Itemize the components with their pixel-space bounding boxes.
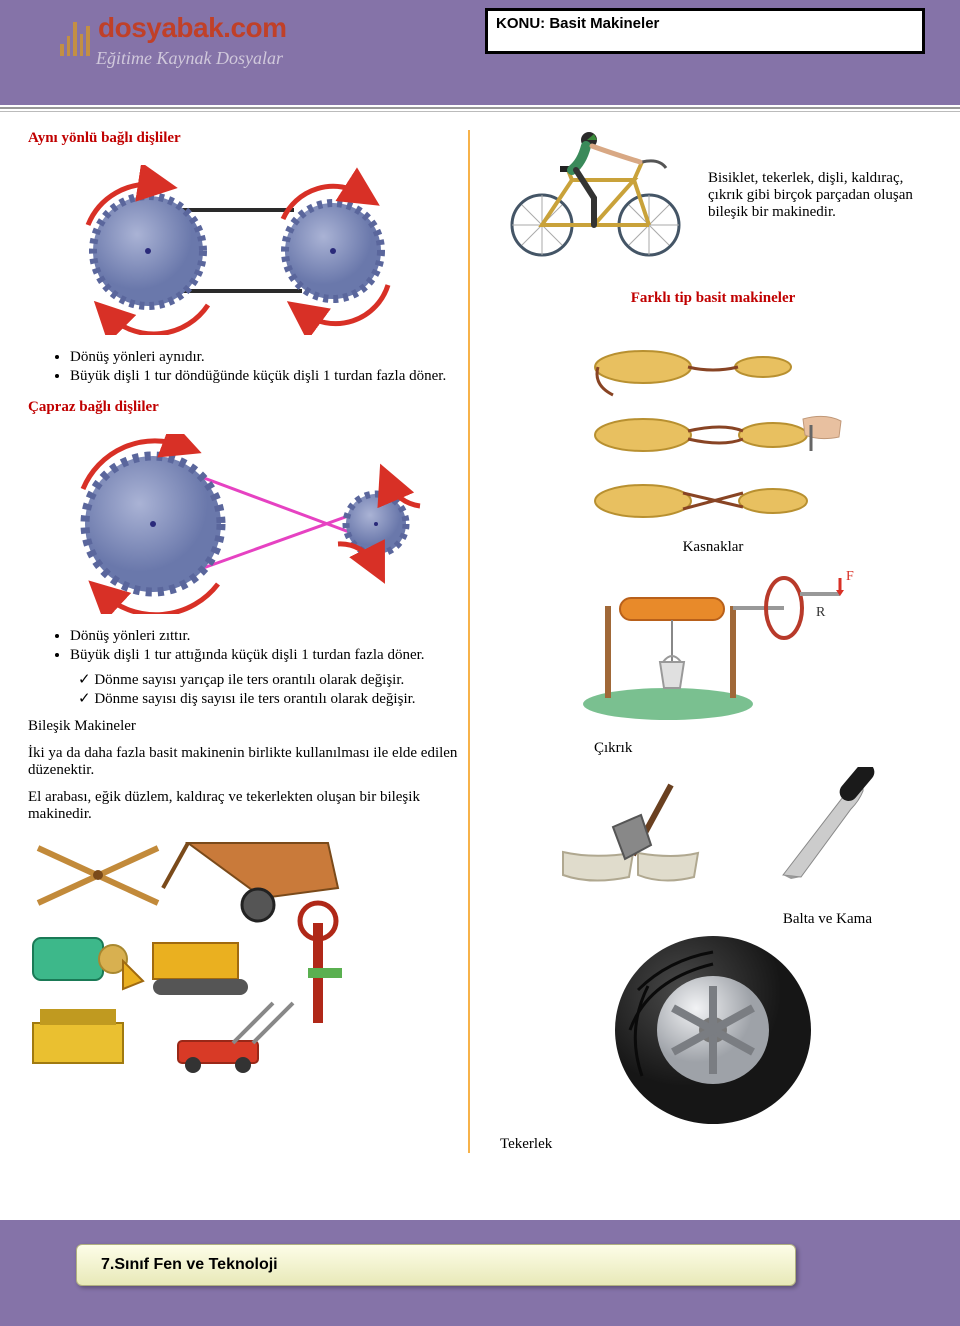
paragraph-bicycle: Bisiklet, tekerlek, dişli, kaldıraç, çık…: [708, 170, 932, 221]
list-item: Dönüş yönleri zıttır.: [70, 628, 468, 645]
left-column: Aynı yönlü bağlı dişliler: [28, 130, 468, 1153]
heading-same-direction-gears: Aynı yönlü bağlı dişliler: [28, 130, 468, 147]
header-rule-1: [0, 107, 960, 109]
content-area: Aynı yönlü bağlı dişliler: [0, 112, 960, 1153]
list-item: Büyük dişli 1 tur döndüğünde küçük dişli…: [70, 368, 468, 385]
brand-tagline: Eğitime Kaynak Dosyalar: [96, 48, 283, 69]
caption-winch: Çıkrık: [494, 740, 932, 757]
figure-bicycle: [494, 130, 694, 260]
checklist: Dönme sayısı yarıçap ile ters orantılı o…: [28, 670, 468, 708]
heading-compound-machines: Bileşik Makineler: [28, 718, 468, 735]
page-footer: 7.Sınıf Fen ve Teknoloji: [0, 1220, 960, 1326]
brand-name: dosyabak.com: [98, 12, 287, 44]
list-item: Büyük dişli 1 tur attığında küçük dişli …: [70, 647, 468, 664]
list-item: Dönme sayısı diş sayısı ile ters orantıl…: [78, 689, 468, 708]
page-header: dosyabak.com Eğitime Kaynak Dosyalar KON…: [0, 0, 960, 105]
logo-bars-icon: [60, 16, 90, 56]
caption-pulleys: Kasnaklar: [494, 539, 932, 556]
paragraph: El arabası, eğik düzlem, kaldıraç ve tek…: [28, 789, 468, 823]
list-item: Dönüş yönleri aynıdır.: [70, 349, 468, 366]
figure-same-direction-gears: [28, 165, 468, 335]
footer-badge: 7.Sınıf Fen ve Teknoloji: [76, 1244, 796, 1286]
topic-box: KONU: Basit Makineler: [485, 8, 925, 54]
heading-cross-gears: Çapraz bağlı dişliler: [28, 399, 468, 416]
label-F: F: [846, 569, 854, 584]
figure-pulleys: [494, 325, 932, 525]
caption-axe-knife: Balta ve Kama: [494, 911, 932, 928]
figure-tire: [494, 930, 932, 1130]
label-R: R: [816, 605, 826, 620]
bullets-cross: Dönüş yönleri zıttır. Büyük dişli 1 tur …: [28, 628, 468, 664]
right-column: Bisiklet, tekerlek, dişli, kaldıraç, çık…: [474, 130, 932, 1153]
figure-cross-gears: [28, 434, 468, 614]
heading-types: Farklı tip basit makineler: [494, 290, 932, 307]
figure-winch: R F: [494, 566, 932, 726]
footer-text: 7.Sınıf Fen ve Teknoloji: [101, 1256, 278, 1274]
bullets-same-direction: Dönüş yönleri aynıdır. Büyük dişli 1 tur…: [28, 349, 468, 385]
list-item: Dönme sayısı yarıçap ile ters orantılı o…: [78, 670, 468, 689]
paragraph: İki ya da daha fazla basit makinenin bir…: [28, 745, 468, 779]
figure-axe-knife: [494, 767, 932, 897]
figure-compound-machines: [28, 833, 468, 1073]
column-divider: [468, 130, 470, 1153]
topic-label: KONU: Basit Makineler: [496, 15, 659, 32]
caption-tire: Tekerlek: [500, 1136, 932, 1153]
